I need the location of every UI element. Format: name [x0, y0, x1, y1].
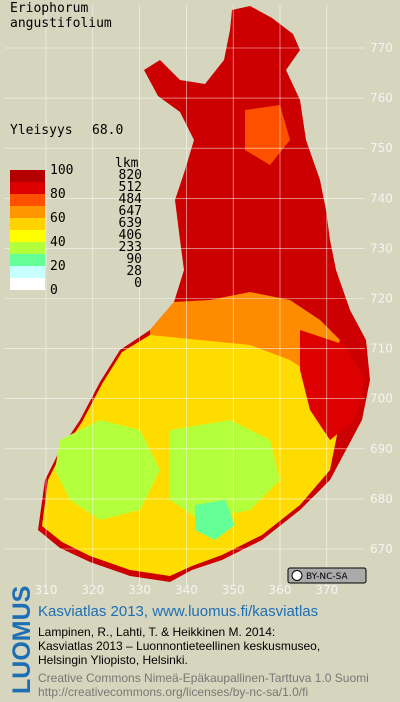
license-badge: BY-NC-SA — [287, 567, 367, 584]
cc-icon — [291, 570, 303, 581]
frequency-label: Yleisyys — [10, 123, 73, 138]
legend-count: 0 — [134, 276, 142, 291]
legend-count: 639 — [119, 216, 142, 231]
legend-count: 512 — [119, 180, 142, 195]
species-name: angustifolium — [10, 16, 112, 31]
legend-swatch — [10, 206, 45, 218]
legend-count: 484 — [119, 192, 143, 207]
legend-scale: 40 — [50, 235, 66, 250]
y-axis-label: 670 — [370, 542, 393, 556]
legend-swatch — [10, 170, 45, 182]
legend-swatch — [10, 230, 45, 242]
badge-box — [287, 567, 367, 584]
frequency-value: 68.0 — [92, 123, 123, 138]
license: http://creativecommons.org/licenses/by-n… — [38, 685, 308, 699]
legend-count: 233 — [119, 240, 142, 255]
x-axis-label: 360 — [269, 583, 292, 597]
x-axis-label: 370 — [315, 583, 338, 597]
y-axis-label: 750 — [370, 141, 393, 155]
legend-scale: 100 — [50, 163, 73, 178]
legend-count: 820 — [119, 168, 142, 183]
citation: Kasviatlas 2013 – Luonnontieteellinen ke… — [38, 639, 320, 653]
y-axis-label: 730 — [370, 241, 393, 255]
x-axis-label: 330 — [128, 583, 151, 597]
legend-swatch — [10, 278, 45, 290]
legend-scale: 80 — [50, 187, 66, 202]
x-axis-label: 310 — [35, 583, 58, 597]
legend-scale: 0 — [50, 283, 58, 298]
map-red-east — [300, 330, 365, 440]
x-axis-label: 350 — [222, 583, 245, 597]
legend-scale: 20 — [50, 259, 66, 274]
legend-count: 28 — [126, 264, 142, 279]
species-name: Eriophorum — [10, 1, 88, 16]
y-axis-label: 720 — [370, 292, 393, 306]
legend-count: 90 — [126, 252, 142, 267]
map-green-west — [55, 420, 160, 520]
x-axis-label: 340 — [175, 583, 198, 597]
y-axis-label: 680 — [370, 492, 393, 506]
y-axis-label: 760 — [370, 91, 393, 105]
map-cyan-patch — [195, 500, 235, 540]
legend-count: 406 — [119, 228, 142, 243]
map-green-south — [170, 420, 280, 520]
y-axis-label: 700 — [370, 392, 393, 406]
badge-text: BY-NC-SA — [306, 572, 349, 582]
y-axis-label: 740 — [370, 191, 393, 205]
map — [38, 6, 370, 582]
citation: Lampinen, R., Lahti, T. & Heikkinen M. 2… — [38, 625, 275, 639]
y-axis-label: 710 — [370, 342, 393, 356]
legend-swatch — [10, 194, 45, 206]
citation: Helsingin Yliopisto, Helsinki. — [38, 653, 188, 667]
license: Creative Commons Nimeä-Epäkaupallinen-Ta… — [38, 671, 369, 685]
y-axis-label: 770 — [370, 41, 393, 55]
y-axis-label: 690 — [370, 442, 393, 456]
link[interactable]: Kasviatlas 2013, www.luomus.fi/kasviatla… — [38, 603, 318, 620]
x-axis-label: 320 — [81, 583, 104, 597]
legend-swatch — [10, 182, 45, 194]
map-orange-north — [245, 105, 290, 165]
legend-swatch — [10, 266, 45, 278]
logo: LUOMUS — [8, 586, 36, 694]
legend-header: lkm — [115, 156, 139, 171]
legend-swatch — [10, 218, 45, 230]
legend-scale: 60 — [50, 211, 66, 226]
grid — [5, 5, 365, 585]
legend-swatch — [10, 242, 45, 254]
legend-swatch — [10, 254, 45, 266]
legend-count: 647 — [119, 204, 142, 219]
footer-bg — [0, 597, 400, 702]
axes: 310 320 330 340 350 360 370 770 760 750 740 730 720 7… — [35, 41, 393, 597]
